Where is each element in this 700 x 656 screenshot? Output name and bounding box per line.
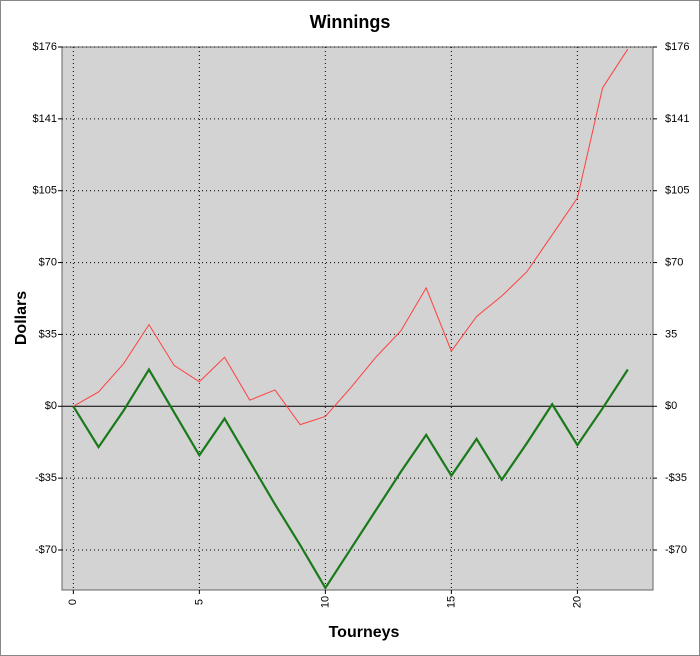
x-axis-label: Tourneys	[329, 624, 400, 641]
y2-tick-label: -$35	[665, 472, 687, 484]
y2-tick-label: $176	[665, 41, 689, 53]
x-tick-label: 10	[319, 596, 331, 608]
x-tick-label: 15	[445, 596, 457, 608]
plot-area	[61, 46, 654, 591]
series-line	[72, 367, 629, 591]
y-tick-label: $35	[39, 328, 57, 340]
y-tick-label: $176	[33, 41, 57, 53]
x-tick-label: 5	[193, 599, 205, 605]
y2-tick-label: $0	[665, 400, 677, 412]
x-tick-label: 20	[571, 596, 583, 608]
y-tick-label: $141	[33, 113, 57, 125]
y-tick-label: $70	[39, 256, 57, 268]
x-tick-label: 0	[67, 599, 79, 605]
y-tick-label: $105	[33, 185, 57, 197]
y2-tick-label: $105	[665, 185, 689, 197]
chart-title: Winnings	[310, 12, 391, 32]
y-axis-label: Dollars	[13, 291, 30, 345]
y2-tick-label: 35	[665, 328, 677, 340]
y2-tick-label: $141	[665, 113, 689, 125]
y-tick-label: $0	[45, 400, 57, 412]
y-tick-label: -$70	[35, 544, 57, 556]
y-tick-label: -$35	[35, 472, 57, 484]
y2-tick-label: -$70	[665, 544, 687, 556]
series-line	[73, 48, 629, 426]
y2-tick-label: $70	[665, 256, 683, 268]
